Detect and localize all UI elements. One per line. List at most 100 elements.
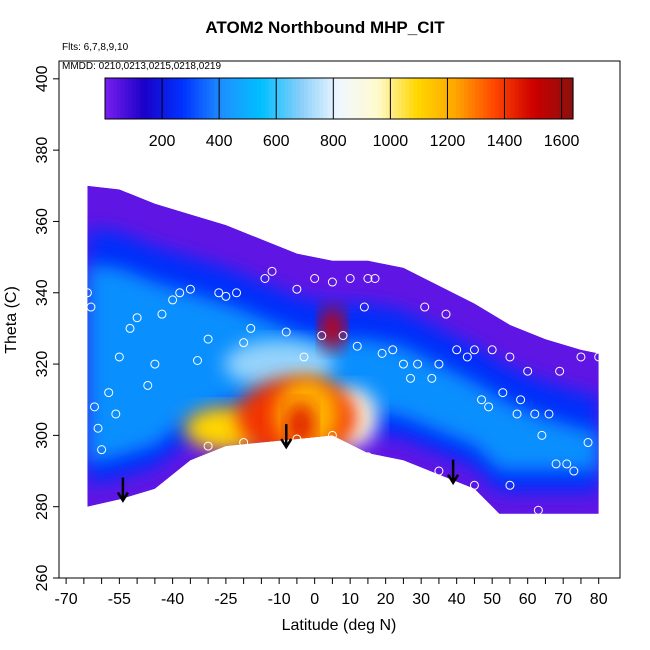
colorbar-swatch: [163, 78, 168, 119]
colorbar-tick-label: 1000: [373, 133, 409, 150]
colorbar-swatch: [218, 78, 223, 119]
observation-point: [533, 505, 543, 515]
colorbar-swatch: [565, 78, 570, 119]
x-tick-label: 80: [590, 591, 608, 608]
colorbar-swatch: [171, 78, 176, 119]
observation-point: [221, 291, 231, 301]
colorbar-swatch: [463, 78, 469, 119]
colorbar-swatch: [420, 78, 426, 119]
colorbar-swatch: [288, 78, 293, 119]
colorbar-swatch: [140, 78, 145, 119]
colorbar-swatch: [225, 78, 231, 119]
observation-point: [388, 345, 398, 355]
colorbar-swatch: [569, 78, 574, 119]
colorbar-swatch: [268, 78, 274, 119]
colorbar-swatch: [147, 78, 153, 119]
x-tick-label: 60: [519, 591, 537, 608]
colorbar-swatch: [222, 78, 227, 119]
y-tick-label: 340: [34, 279, 51, 306]
field-group: [87, 185, 599, 514]
observation-point: [420, 302, 430, 312]
colorbar-swatch: [214, 78, 219, 119]
observation-point: [239, 338, 249, 348]
observation-point: [523, 366, 533, 376]
colorbar-swatch: [498, 78, 504, 119]
colorbar-tick-label: 1600: [544, 133, 580, 150]
colorbar-swatch: [534, 78, 539, 119]
arrow-head: [280, 438, 293, 450]
y-tick-label: 380: [34, 137, 51, 164]
colorbar-tick-label: 800: [320, 133, 347, 150]
observation-point: [377, 348, 387, 358]
observation-point: [551, 459, 561, 469]
colorbar-swatch: [385, 78, 391, 119]
y-tick-label: 260: [34, 565, 51, 592]
colorbar-swatch: [444, 78, 449, 119]
observation-point: [203, 441, 213, 451]
observation-point: [370, 273, 380, 283]
colorbar-swatch: [362, 78, 367, 119]
colorbar-swatch: [257, 78, 262, 119]
observation-point: [406, 373, 416, 383]
flights-note: Flts: 6,7,8,9,10: [62, 42, 129, 53]
observation-point: [93, 423, 103, 433]
observation-point: [487, 345, 497, 355]
colorbar-swatch: [151, 78, 157, 119]
colorbar-swatch: [307, 78, 313, 119]
observation-point: [498, 388, 508, 398]
colorbar-swatch: [467, 78, 473, 119]
x-tick-label: -55: [108, 591, 131, 608]
observation-point: [327, 430, 337, 440]
colorbar-swatch: [561, 78, 566, 119]
observation-point: [86, 302, 96, 312]
observation-point: [441, 309, 451, 319]
colorbar-swatch: [401, 78, 406, 119]
observation-point: [310, 273, 320, 283]
colorbar-swatch: [237, 78, 243, 119]
colorbar-swatch: [342, 78, 348, 119]
observation-point: [203, 334, 213, 344]
observation-point: [150, 359, 160, 369]
field-hotspot: [320, 306, 345, 351]
colorbar-swatch: [557, 78, 562, 119]
observation-point: [267, 266, 277, 276]
colorbar-swatch: [549, 78, 555, 119]
chart-title: ATOM2 Northbound MHP_CIT: [205, 18, 445, 37]
colorbar-swatch: [409, 78, 414, 119]
colorbar-swatch: [108, 78, 114, 119]
observation-point: [594, 352, 604, 362]
observation-point: [345, 273, 355, 283]
colorbar-swatch: [389, 78, 395, 119]
observation-point: [505, 352, 515, 362]
colorbar-swatch: [327, 78, 332, 119]
colorbar-swatch: [378, 78, 383, 119]
observation-point: [132, 313, 142, 323]
observation-point: [562, 459, 572, 469]
observation-point: [484, 402, 494, 412]
colorbar-swatch: [432, 78, 438, 119]
colorbar: 200 400 600 800 1000 1200 1400 1600: [104, 77, 580, 150]
colorbar-swatch: [405, 78, 410, 119]
observation-point: [104, 388, 114, 398]
colorbar-swatch: [417, 78, 422, 119]
colorbar-swatch: [366, 78, 371, 119]
field-hotspot: [224, 340, 335, 389]
observation-point: [398, 359, 408, 369]
colorbar-swatch: [530, 78, 535, 119]
colorbar-swatch: [350, 78, 356, 119]
colorbar-swatch: [249, 78, 254, 119]
colorbar-swatch: [183, 78, 188, 119]
y-tick-label: 300: [34, 422, 51, 449]
colorbar-swatch: [448, 78, 453, 119]
x-tick-label: 40: [448, 591, 466, 608]
colorbar-swatch: [456, 78, 461, 119]
colorbar-swatch: [315, 78, 321, 119]
x-tick-label: 70: [554, 591, 572, 608]
colorbar-swatch: [459, 78, 465, 119]
observation-point: [82, 288, 92, 298]
colorbar-swatch: [537, 78, 543, 119]
colorbar-swatch: [381, 78, 387, 119]
colorbar-swatch: [335, 78, 340, 119]
observation-point: [281, 327, 291, 337]
